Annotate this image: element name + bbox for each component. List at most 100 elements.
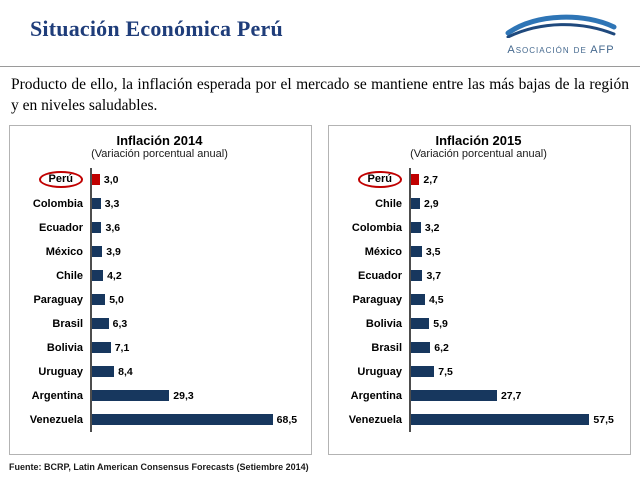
bar <box>92 246 103 258</box>
bar-category-label: Paraguay <box>352 293 402 306</box>
bar-track: 68,5 <box>90 407 303 432</box>
bar <box>411 222 421 234</box>
bar-value-label: 5,0 <box>109 293 124 306</box>
bar-category-label: Ecuador <box>357 269 402 282</box>
bar-value-label: 57,5 <box>593 413 614 426</box>
bar-row: Colombia 3,2 <box>335 215 622 240</box>
bar-track: 57,5 <box>409 407 622 432</box>
bar-value-label: 3,2 <box>424 221 440 234</box>
bar-value-label: 6,2 <box>434 341 449 354</box>
bar-category-label: Ecuador <box>38 221 83 234</box>
bar-row: Paraguay 5,0 <box>16 287 303 312</box>
bar-category-label: Venezuela <box>29 413 83 426</box>
bar-category-label: Perú <box>335 168 409 192</box>
afp-logo: Asociación de AFP <box>496 12 626 56</box>
bar <box>411 414 590 426</box>
bar-row: Venezuela 68,5 <box>16 407 303 432</box>
bar-row: Ecuador 3,7 <box>335 263 622 288</box>
bar-category-label: Argentina <box>31 389 83 402</box>
bar-category-label: Colombia <box>32 197 83 210</box>
bar-value-label: 3,7 <box>426 269 442 282</box>
charts-row: Inflación 2014 (Variación porcentual anu… <box>0 123 640 455</box>
bar-row: Paraguay 4,5 <box>335 287 622 312</box>
bar-track: 6,2 <box>409 335 622 360</box>
bar <box>92 390 170 402</box>
bar <box>411 390 497 402</box>
bar-value-label: 3,6 <box>105 221 121 234</box>
bar-track: 4,2 <box>90 263 303 288</box>
bar-category-label: México <box>364 245 402 258</box>
bar <box>92 294 106 306</box>
bar <box>411 246 422 258</box>
bar-row: Chile 4,2 <box>16 263 303 288</box>
highlight-ellipse: Perú <box>38 171 83 189</box>
chart-panel-inflacion-2014: Inflación 2014 (Variación porcentual anu… <box>9 124 312 455</box>
logo-text: Asociación de AFP <box>507 44 615 56</box>
bar-track: 3,0 <box>90 167 303 192</box>
bar-row: Brasil 6,2 <box>335 335 622 360</box>
header-divider <box>0 66 640 67</box>
highlight-ellipse: Perú <box>357 171 402 189</box>
bar <box>92 414 273 426</box>
bar-category-label: Argentina <box>350 389 402 402</box>
bar-track: 3,9 <box>90 239 303 264</box>
bar-category-label: Bolivia <box>365 317 402 330</box>
bar-row: Bolivia 7,1 <box>16 335 303 360</box>
bar-row: Uruguay 7,5 <box>335 359 622 384</box>
chart-subtitle: (Variación porcentual anual) <box>410 147 547 160</box>
bar-value-label: 3,5 <box>425 245 441 258</box>
bar-track: 3,6 <box>90 215 303 240</box>
bar-value-label: 27,7 <box>500 389 522 402</box>
bar-category-label: Bolivia <box>46 341 83 354</box>
bar <box>92 222 102 234</box>
chart-subtitle: (Variación porcentual anual) <box>91 147 228 160</box>
bar-category-label: Chile <box>56 269 83 282</box>
bar-value-label: 2,9 <box>423 197 439 210</box>
bar-track: 4,5 <box>409 287 622 312</box>
bar <box>411 342 431 354</box>
source-note: Fuente: BCRP, Latin American Consensus F… <box>9 462 309 472</box>
chart-title: Inflación 2014 <box>116 132 203 148</box>
bar <box>92 270 104 282</box>
bar <box>411 270 423 282</box>
bar-track: 7,5 <box>409 359 622 384</box>
bar-track: 29,3 <box>90 383 303 408</box>
bar-track: 3,5 <box>409 239 622 264</box>
bar <box>92 198 101 210</box>
bar-row: Ecuador 3,6 <box>16 215 303 240</box>
bar-row: México 3,5 <box>335 239 622 264</box>
bar-value-label: 3,0 <box>103 173 119 186</box>
bar-category-label: Uruguay <box>38 365 83 378</box>
bar-value-label: 8,4 <box>118 365 133 378</box>
bar-row: Colombia 3,3 <box>16 191 303 216</box>
bar-track: 6,3 <box>90 311 303 336</box>
intro-paragraph: Producto de ello, la inflación esperada … <box>11 76 629 114</box>
bar-row: Brasil 6,3 <box>16 311 303 336</box>
bar-value-label: 7,1 <box>114 341 130 354</box>
bar-row: Venezuela 57,5 <box>335 407 622 432</box>
bar-value-label: 4,2 <box>107 269 122 282</box>
bar-value-label: 3,3 <box>104 197 120 210</box>
swoosh-icon <box>505 12 617 43</box>
bar <box>411 318 430 330</box>
bar-category-label: Perú <box>16 168 90 192</box>
bar-row: Argentina 27,7 <box>335 383 622 408</box>
bar-track: 3,7 <box>409 263 622 288</box>
bar-value-label: 5,9 <box>433 317 448 330</box>
bar-track: 7,1 <box>90 335 303 360</box>
bar-track: 2,7 <box>409 167 622 192</box>
bar <box>92 366 115 378</box>
bar-highlighted <box>411 174 420 186</box>
bar-value-label: 3,9 <box>106 245 121 258</box>
bar-value-label: 4,5 <box>428 293 444 306</box>
bar-category-label: Brasil <box>52 317 83 330</box>
page-title: Situación Económica Perú <box>30 16 283 41</box>
bar-category-label: Chile <box>375 197 402 210</box>
bar-row: México 3,9 <box>16 239 303 264</box>
header: Situación Económica Perú Asociación de A… <box>0 0 640 66</box>
bar-row: Uruguay 8,4 <box>16 359 303 384</box>
bar-row: Bolivia 5,9 <box>335 311 622 336</box>
bar-track: 2,9 <box>409 191 622 216</box>
bar-category-label: Brasil <box>371 341 402 354</box>
bar-category-label: Uruguay <box>357 365 402 378</box>
